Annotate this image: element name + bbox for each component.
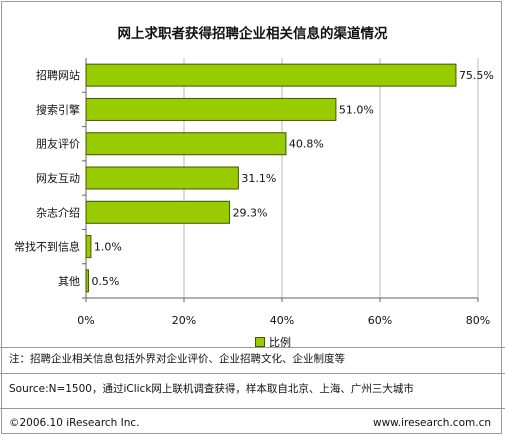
category-label: 其他 bbox=[58, 275, 80, 288]
copyright: ©2006.10 iResearch Inc. bbox=[9, 417, 140, 429]
legend-swatch bbox=[255, 337, 265, 347]
data-label: 51.0% bbox=[339, 103, 374, 116]
category-label: 网友互动 bbox=[36, 171, 80, 185]
data-label: 0.5% bbox=[91, 275, 119, 288]
website: www.iresearch.com.cn bbox=[372, 417, 491, 429]
bar bbox=[85, 132, 287, 156]
bar bbox=[85, 269, 89, 293]
chart-title: 网上求职者获得招聘企业相关信息的渠道情况 bbox=[117, 26, 388, 42]
bar bbox=[85, 166, 239, 190]
footnote: 注：招聘企业相关信息包括外界对企业评价、企业招聘文化、企业制度等 bbox=[9, 353, 345, 365]
x-tick-label: 40% bbox=[270, 314, 294, 327]
bar bbox=[85, 97, 337, 121]
x-tick-label: 80% bbox=[466, 314, 490, 327]
divider-top bbox=[0, 347, 505, 348]
category-label: 常找不到信息 bbox=[14, 240, 80, 254]
data-label: 40.8% bbox=[289, 138, 324, 151]
category-label: 朋友评价 bbox=[36, 137, 80, 151]
source-note: Source:N=1500，通过iClick网上联机调查获得，样本取自北京、上海… bbox=[9, 383, 414, 395]
category-label: 杂志介绍 bbox=[36, 205, 80, 219]
divider-bottom bbox=[0, 408, 505, 409]
legend-label: 比例 bbox=[269, 336, 291, 349]
data-label: 75.5% bbox=[459, 69, 494, 82]
data-label: 1.0% bbox=[94, 241, 122, 254]
divider-middle bbox=[0, 373, 505, 374]
bar bbox=[85, 235, 92, 259]
x-tick-label: 20% bbox=[172, 314, 196, 327]
data-label: 31.1% bbox=[241, 172, 276, 185]
x-tick-label: 0% bbox=[77, 314, 94, 327]
legend: 比例 bbox=[255, 334, 291, 350]
data-label: 29.3% bbox=[233, 206, 268, 219]
bar bbox=[85, 63, 457, 87]
x-tick-label: 60% bbox=[368, 314, 392, 327]
bar bbox=[85, 200, 231, 224]
category-label: 招聘网站 bbox=[36, 68, 80, 82]
category-label: 搜索引擎 bbox=[36, 102, 80, 116]
